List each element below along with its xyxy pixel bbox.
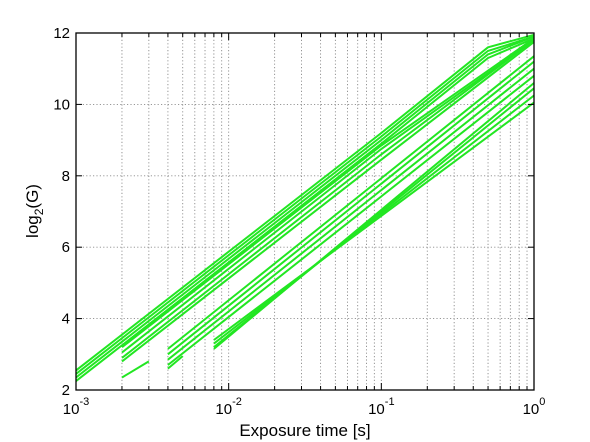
series-line bbox=[75, 35, 535, 379]
y-tick-label: 10 bbox=[53, 96, 70, 113]
series-line bbox=[75, 37, 535, 382]
series-line bbox=[213, 87, 535, 348]
grid bbox=[75, 33, 535, 390]
ticks bbox=[75, 32, 534, 391]
series-line bbox=[121, 360, 150, 379]
series-line bbox=[121, 39, 535, 359]
series-line bbox=[167, 60, 535, 356]
series-line bbox=[167, 55, 535, 350]
x-axis-label: Exposure time [s] bbox=[239, 421, 370, 440]
series-line bbox=[213, 101, 535, 341]
x-tick-label: 10-2 bbox=[215, 396, 241, 418]
y-axis-label-rest: (G) bbox=[23, 184, 42, 209]
series-line bbox=[75, 35, 535, 375]
series-line bbox=[121, 39, 535, 354]
y-tick-label: 2 bbox=[62, 382, 70, 399]
x-tick-label-base: 10 bbox=[215, 401, 232, 418]
y-axis-label: log2(G) bbox=[23, 184, 46, 238]
y-tick-label: 12 bbox=[53, 25, 70, 42]
x-tick-label-exp: -3 bbox=[79, 396, 89, 408]
y-tick-label: 6 bbox=[62, 239, 70, 256]
x-tick-label-exp: -1 bbox=[385, 396, 395, 408]
series-line bbox=[167, 67, 535, 361]
series-line bbox=[75, 33, 535, 372]
y-axis-label-sub: 2 bbox=[32, 208, 46, 215]
series-line bbox=[121, 41, 535, 363]
x-tick-label: 100 bbox=[523, 396, 546, 418]
x-tick-label: 10-3 bbox=[63, 396, 89, 418]
series-line bbox=[167, 355, 184, 370]
x-tick-label-exp: -2 bbox=[232, 396, 242, 408]
series-line bbox=[213, 94, 535, 345]
y-axis-label-base: log bbox=[23, 215, 42, 238]
series-group bbox=[75, 33, 535, 382]
x-tick-label-base: 10 bbox=[523, 401, 540, 418]
series-line bbox=[121, 37, 535, 348]
y-tick-label: 8 bbox=[62, 168, 70, 185]
series-line bbox=[167, 75, 535, 366]
x-tick-label-exp: 0 bbox=[539, 396, 545, 408]
x-tick-label-base: 10 bbox=[63, 401, 80, 418]
plot-frame bbox=[75, 32, 535, 391]
x-tick-label: 10-1 bbox=[368, 396, 394, 418]
x-tick-label-base: 10 bbox=[368, 401, 385, 418]
y-tick-label: 4 bbox=[62, 311, 70, 328]
